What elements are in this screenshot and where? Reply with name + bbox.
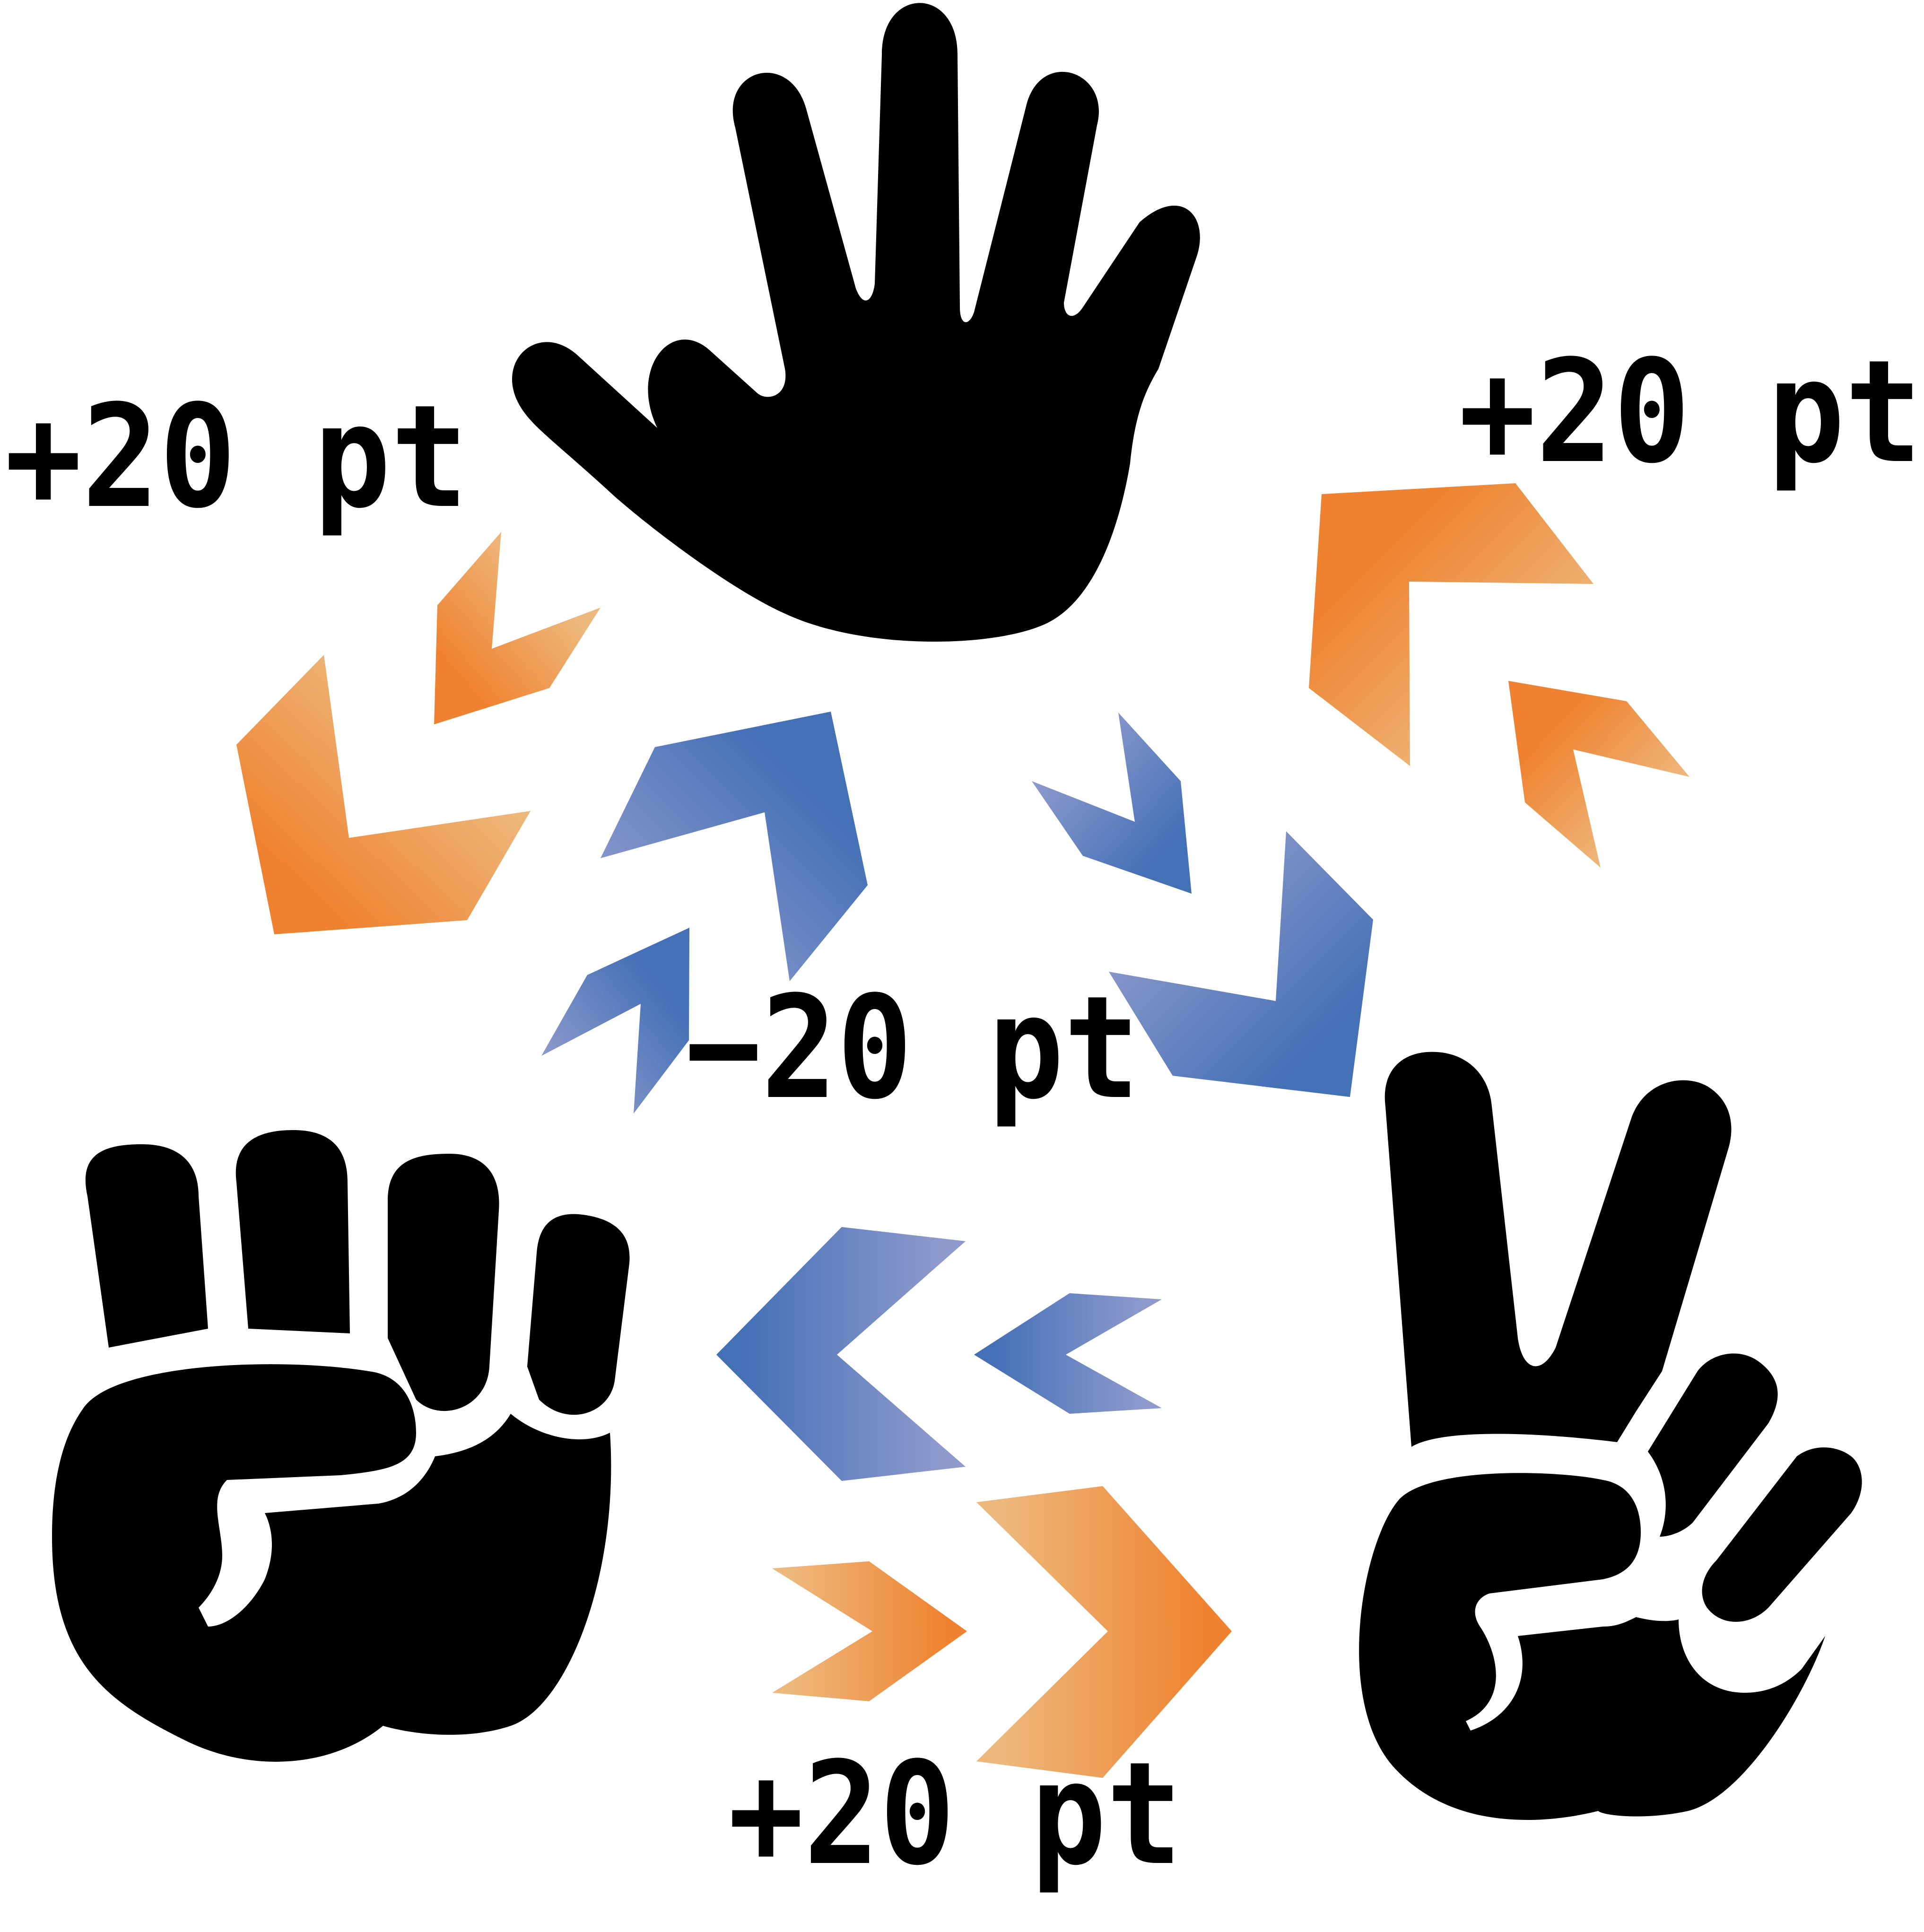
arrow-paper-to-rock-blue bbox=[541, 712, 868, 1114]
chevron-blue-small-tr bbox=[1032, 713, 1192, 894]
scissors-peace-icon bbox=[1359, 1052, 1862, 1820]
chevron-orange-large-tl bbox=[236, 655, 531, 934]
chevron-orange-small-tl bbox=[434, 532, 601, 724]
chevron-blue-large-tr bbox=[1109, 831, 1373, 1097]
points-label-top-left: +20 pt bbox=[5, 374, 468, 540]
arrow-scissors-to-rock-blue bbox=[716, 1227, 1162, 1481]
chevron-orange-large-b bbox=[976, 1486, 1232, 1778]
arrow-rock-to-paper-orange bbox=[236, 532, 601, 934]
arrow-rock-to-scissors-orange bbox=[772, 1486, 1232, 1778]
arrow-scissors-to-paper-orange bbox=[1309, 483, 1689, 868]
points-label-top-right: +20 pt bbox=[1459, 330, 1922, 495]
chevron-orange-small-b bbox=[772, 1561, 967, 1701]
points-label-center: −20 pt bbox=[686, 966, 1140, 1131]
rock-fist-icon bbox=[52, 1130, 630, 1762]
chevron-blue-large-b bbox=[716, 1227, 966, 1481]
chevron-blue-small-c bbox=[541, 928, 689, 1114]
chevron-blue-small-b bbox=[974, 1293, 1162, 1414]
arrow-paper-to-scissors-blue bbox=[1032, 713, 1373, 1097]
chevron-orange-large-tr bbox=[1309, 483, 1593, 766]
chevron-blue-large-c bbox=[601, 712, 868, 981]
points-label-bottom: +20 pt bbox=[728, 1732, 1182, 1897]
paper-hand-icon bbox=[512, 3, 1200, 642]
chevron-orange-small-tr bbox=[1508, 681, 1689, 868]
